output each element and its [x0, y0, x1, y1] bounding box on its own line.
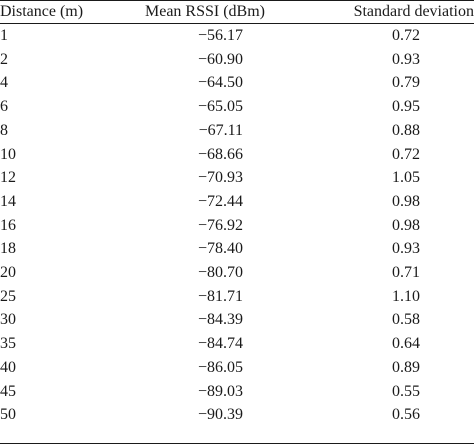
table-row: 14 −72.44 0.98 — [0, 190, 474, 214]
mean-rssi-cell: −72.44 — [197, 192, 243, 210]
mean-rssi-cell: −65.05 — [197, 98, 243, 116]
standard-deviation-cell: 0.58 — [392, 311, 420, 329]
distance-cell: 50 — [0, 406, 16, 424]
mean-rssi-cell: −84.74 — [197, 335, 243, 353]
mean-rssi-cell: −81.71 — [197, 287, 243, 305]
standard-deviation-cell: 0.56 — [392, 406, 420, 424]
table-row: 18 −78.40 0.93 — [0, 237, 474, 261]
table-row: 16 −76.92 0.98 — [0, 214, 474, 238]
table-row: 6 −65.05 0.95 — [0, 95, 474, 119]
mean-rssi-cell: −90.39 — [197, 406, 243, 424]
distance-cell: 4 — [0, 74, 8, 92]
distance-cell: 1 — [0, 27, 8, 44]
header-row: Distance (m) Mean RSSI (dBm) Standard de… — [0, 0, 474, 24]
mean-rssi-cell: −86.05 — [197, 358, 243, 376]
table-row: 12 −70.93 1.05 — [0, 166, 474, 190]
table-row: 30 −84.39 0.58 — [0, 308, 474, 332]
table-header: Distance (m) Mean RSSI (dBm) Standard de… — [0, 0, 474, 24]
standard-deviation-cell: 0.93 — [392, 240, 420, 258]
standard-deviation-cell: 0.64 — [392, 335, 420, 353]
table-row: 40 −86.05 0.89 — [0, 356, 474, 380]
distance-cell: 25 — [0, 287, 16, 305]
standard-deviation-cell: 0.71 — [392, 264, 420, 282]
distance-cell: 30 — [0, 311, 16, 329]
table-top-rule — [0, 0, 474, 1]
table-row: 35 −84.74 0.64 — [0, 332, 474, 356]
column-header-mean-rssi: Mean RSSI (dBm) — [145, 3, 265, 20]
table-row: 25 −81.71 1.10 — [0, 285, 474, 309]
distance-cell: 12 — [0, 169, 16, 187]
standard-deviation-cell: 0.79 — [392, 74, 420, 92]
standard-deviation-cell: 0.88 — [392, 121, 420, 139]
table-row: 2 −60.90 0.93 — [0, 48, 474, 72]
standard-deviation-cell: 0.93 — [392, 50, 420, 68]
standard-deviation-cell: 0.55 — [392, 382, 420, 400]
column-header-distance: Distance (m) — [0, 3, 84, 20]
distance-cell: 14 — [0, 192, 16, 210]
distance-cell: 18 — [0, 240, 16, 258]
standard-deviation-cell: 0.72 — [392, 27, 420, 44]
mean-rssi-cell: −89.03 — [197, 382, 243, 400]
mean-rssi-cell: −76.92 — [197, 216, 243, 234]
standard-deviation-cell: 0.89 — [392, 358, 420, 376]
distance-cell: 8 — [0, 121, 8, 139]
distance-cell: 16 — [0, 216, 16, 234]
standard-deviation-cell: 0.98 — [392, 216, 420, 234]
table-body: 1 −56.17 0.72 2 −60.90 0.93 4 −64.50 0.79 6 −65.05… — [0, 24, 474, 427]
mean-rssi-cell: −60.90 — [197, 50, 243, 68]
distance-cell: 45 — [0, 382, 16, 400]
table-header-rule — [0, 23, 474, 24]
table-row: 8 −67.11 0.88 — [0, 119, 474, 143]
mean-rssi-cell: −64.50 — [197, 74, 243, 92]
standard-deviation-cell: 1.05 — [392, 169, 420, 187]
table-bottom-rule — [0, 443, 474, 444]
mean-rssi-cell: −78.40 — [197, 240, 243, 258]
table-row: 45 −89.03 0.55 — [0, 380, 474, 404]
standard-deviation-cell: 0.72 — [392, 145, 420, 163]
table-row: 10 −68.66 0.72 — [0, 143, 474, 167]
mean-rssi-cell: −68.66 — [197, 145, 243, 163]
standard-deviation-cell: 0.95 — [392, 98, 420, 116]
distance-cell: 40 — [0, 358, 16, 376]
mean-rssi-cell: −80.70 — [197, 264, 243, 282]
distance-cell: 35 — [0, 335, 16, 353]
table-row: 4 −64.50 0.79 — [0, 71, 474, 95]
mean-rssi-cell: −56.17 — [197, 27, 243, 44]
standard-deviation-cell: 1.10 — [392, 287, 420, 305]
table-row: 20 −80.70 0.71 — [0, 261, 474, 285]
distance-cell: 2 — [0, 50, 8, 68]
distance-cell: 20 — [0, 264, 16, 282]
table-row: 50 −90.39 0.56 — [0, 403, 474, 427]
mean-rssi-cell: −67.11 — [198, 121, 243, 139]
table-row: 1 −56.17 0.72 — [0, 24, 474, 48]
standard-deviation-cell: 0.98 — [392, 192, 420, 210]
rssi-table: Distance (m) Mean RSSI (dBm) Standard de… — [0, 0, 474, 427]
distance-cell: 10 — [0, 145, 16, 163]
mean-rssi-cell: −70.93 — [197, 169, 243, 187]
column-header-standard-deviation: Standard deviation — [353, 3, 474, 20]
distance-cell: 6 — [0, 98, 8, 116]
mean-rssi-cell: −84.39 — [197, 311, 243, 329]
